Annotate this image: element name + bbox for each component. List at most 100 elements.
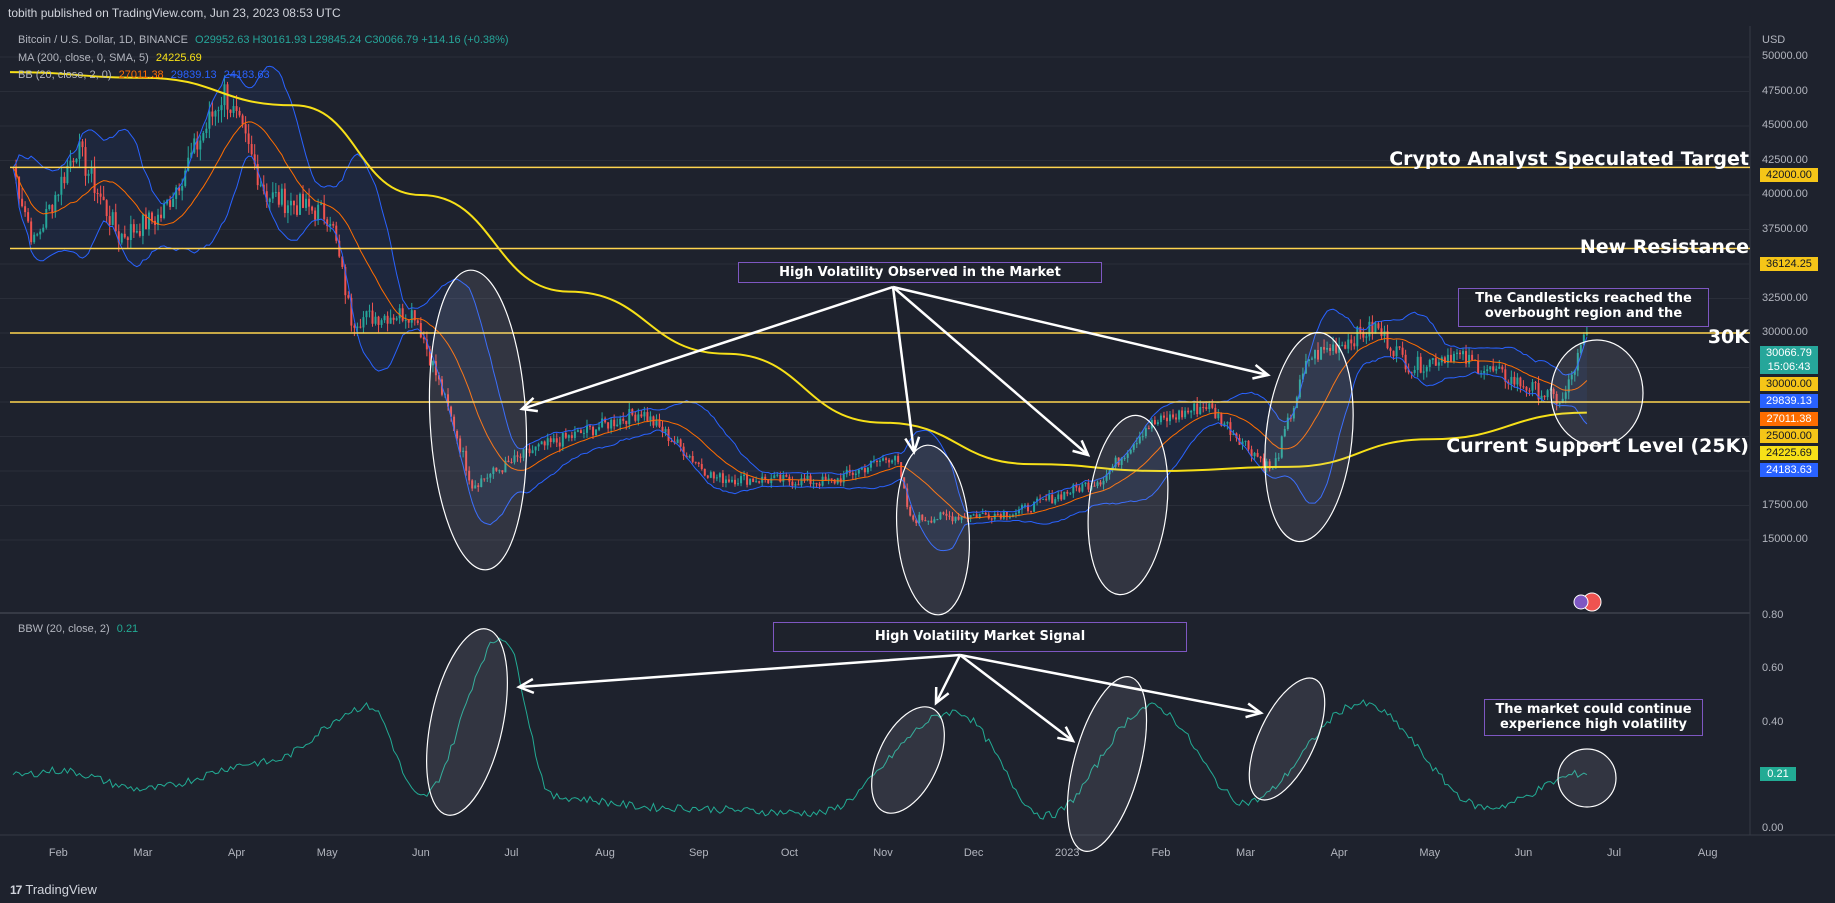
candle-body [1057,494,1060,500]
candle-body [1063,491,1066,500]
resistance-label: New Resistance [1579,236,1749,258]
candle-body [1181,410,1184,418]
candle-body [857,469,860,474]
candle-body [576,430,579,432]
market-note-line-2: experience high volatility [1499,717,1687,732]
tradingview-logo-icon: 17 [10,882,22,897]
candle-body [1377,323,1380,329]
candle-body [277,192,280,205]
candle-body [117,231,120,243]
candle-body [510,462,513,464]
candle-body [1413,369,1416,373]
candle-body [1516,377,1519,385]
arrow-head [1252,363,1271,380]
candle-body [138,231,141,236]
candle-body [945,513,948,516]
brand-name: TradingView [25,882,97,897]
candle-body [924,520,927,522]
candle-body [1250,449,1253,457]
candle-body [1265,461,1268,469]
candle-body [1362,332,1365,338]
legend-bbw[interactable]: BBW (20, close, 2) 0.21 [18,623,142,635]
candle-body [63,176,66,184]
candle-body [543,441,546,446]
volatility-ellipse [1264,331,1354,543]
candle-body [120,233,123,243]
candle-body [205,128,208,134]
candle-body [1395,346,1398,357]
candle-body [761,476,764,483]
candle-body [504,460,507,473]
candle-body [1570,374,1573,380]
candle-body [1072,484,1075,494]
candle-body [1114,457,1117,467]
price-tag-30k: 30000.00 [1760,377,1818,391]
candle-body [779,474,782,482]
candle-body [752,478,755,482]
overbought-circle [1550,339,1644,447]
candle-body [1078,487,1081,492]
candle-body [353,325,356,328]
candle-body [1084,482,1087,485]
candle-body [1286,417,1289,430]
volatility-ellipse [428,269,528,571]
candle-body [824,476,827,481]
candle-body [670,440,673,442]
high-vol-signal-label: High Volatility Market Signal [773,622,1187,652]
annotation-shapes [426,269,1644,852]
candle-body [915,519,918,524]
candle-body [1437,362,1440,366]
bbw-ellipse [1248,677,1326,801]
bbw-label: BBW (20, close, 2) [18,623,110,635]
candle-body [302,193,305,208]
candle-body [933,519,936,523]
month-tick-label: Apr [1330,847,1348,859]
candle-body [96,193,99,195]
candle-body [715,477,718,479]
publish-info: tobith published on TradingView.com, Jun… [8,6,341,20]
bbw-tick-label: 0.40 [1762,715,1784,728]
candle-body [241,115,244,125]
candle-body [1489,366,1492,370]
candle-body [598,427,601,430]
candle-body [1292,408,1295,419]
candle-body [1534,382,1537,384]
candle-body [1099,482,1102,485]
candle-body [1045,498,1048,500]
candles-note-line-1: The Candlesticks reached the [1475,291,1692,306]
candle-body [1054,499,1057,504]
candle-body [616,424,619,427]
candle-body [365,311,368,318]
candle-body [827,478,830,481]
candle-body [579,430,582,434]
candle-body [256,164,259,186]
candle-body [1096,482,1099,486]
candle-body [208,111,211,129]
candle-body [1483,371,1486,374]
candle-body [202,133,205,141]
candle-body [283,188,286,214]
market-note: The market could continue experience hig… [1484,699,1703,736]
bb-upper-value: 29839.13 [170,69,217,81]
candle-body [727,479,730,482]
horizontal-levels [10,166,1750,403]
legend-bb[interactable]: BB (20, close, 2, 0) 27011.38 29839.13 2… [18,69,274,81]
candle-body [1446,354,1449,363]
candle-body [803,478,806,481]
candle-body [703,468,706,476]
candle-body [534,446,537,451]
candle-body [1525,386,1528,391]
arrow-head [1057,726,1076,743]
candle-body [942,512,945,514]
candle-body [54,195,57,213]
legend-ma[interactable]: MA (200, close, 0, SMA, 5) 24225.69 [18,52,206,64]
legend-symbol[interactable]: Bitcoin / U.S. Dollar, 1D, BINANCE O2995… [18,34,513,46]
candle-body [157,214,160,225]
candle-body [1543,395,1546,398]
candle-body [957,516,960,520]
tradingview-brand[interactable]: 17 TradingView [10,882,97,897]
candle-body [691,456,694,462]
month-tick-label: Jul [504,847,519,859]
candle-body [1389,348,1392,351]
candle-body [842,474,845,483]
